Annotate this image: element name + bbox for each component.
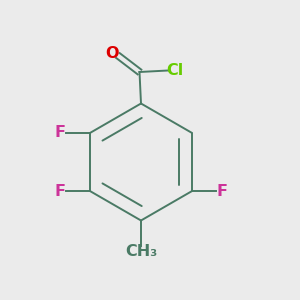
Text: CH₃: CH₃ xyxy=(125,244,157,260)
Text: Cl: Cl xyxy=(166,63,183,78)
Text: O: O xyxy=(106,46,119,61)
Text: F: F xyxy=(55,184,66,199)
Text: F: F xyxy=(55,125,66,140)
Text: F: F xyxy=(216,184,227,199)
